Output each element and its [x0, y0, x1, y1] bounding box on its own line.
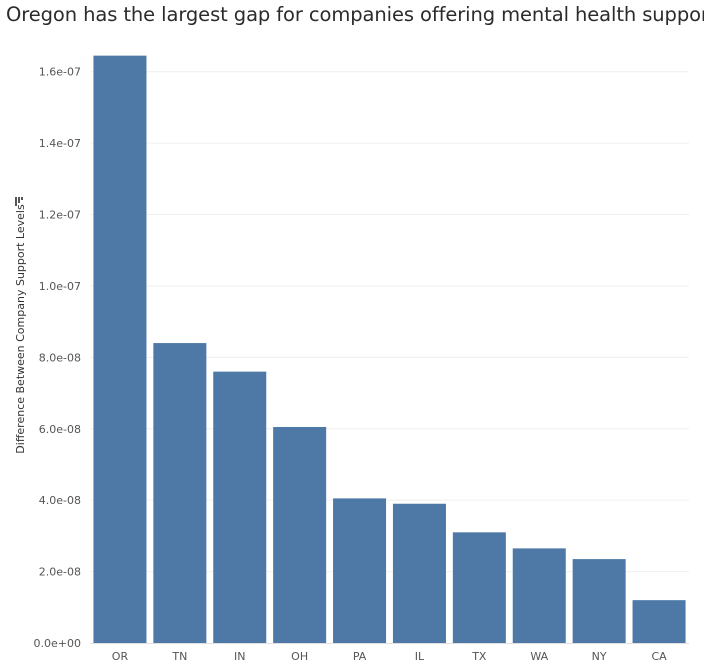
x-axis-ticks: OR TN IN OH PA IL TX WA NY CA [112, 650, 667, 663]
bar-tx[interactable] [452, 532, 506, 643]
x-tick-label: NY [592, 650, 607, 663]
y-tick-label: 1.0e-07 [39, 280, 81, 293]
x-tick-label: OH [291, 650, 308, 663]
y-axis-title: Difference Between Company Support Level… [14, 204, 27, 454]
x-tick-label: TN [171, 650, 187, 663]
x-tick-label: PA [353, 650, 367, 663]
bar-wa[interactable] [512, 548, 566, 643]
x-tick-label: OR [112, 650, 129, 663]
bar-tn[interactable] [153, 343, 207, 643]
bar-pa[interactable] [333, 498, 387, 643]
y-tick-label: 4.0e-08 [39, 494, 81, 507]
x-tick-label: WA [530, 650, 548, 663]
y-tick-label: 2.0e-08 [39, 566, 81, 579]
y-tick-label: 6.0e-08 [39, 423, 81, 436]
bar-ny[interactable] [572, 559, 626, 643]
bar-il[interactable] [392, 503, 446, 643]
y-tick-label: 8.0e-08 [39, 351, 81, 364]
x-tick-label: TX [471, 650, 487, 663]
x-tick-label: IN [234, 650, 245, 663]
bars [93, 55, 686, 643]
y-tick-label: 0.0e+00 [34, 637, 81, 650]
x-tick-label: IL [415, 650, 425, 663]
sort-descending-icon[interactable] [13, 195, 23, 209]
y-tick-label: 1.6e-07 [39, 66, 81, 79]
bar-or[interactable] [93, 55, 147, 643]
bar-ca[interactable] [632, 600, 686, 643]
y-tick-label: 1.4e-07 [39, 137, 81, 150]
gridlines [90, 71, 689, 573]
y-tick-label: 1.2e-07 [39, 209, 81, 222]
y-axis-ticks: 0.0e+00 2.0e-08 4.0e-08 6.0e-08 8.0e-08 1.0e-… [34, 66, 81, 650]
bar-in[interactable] [213, 371, 267, 643]
x-tick-label: CA [651, 650, 667, 663]
bar-oh[interactable] [273, 426, 327, 643]
chart-title: Oregon has the largest gap for companies… [6, 3, 704, 26]
